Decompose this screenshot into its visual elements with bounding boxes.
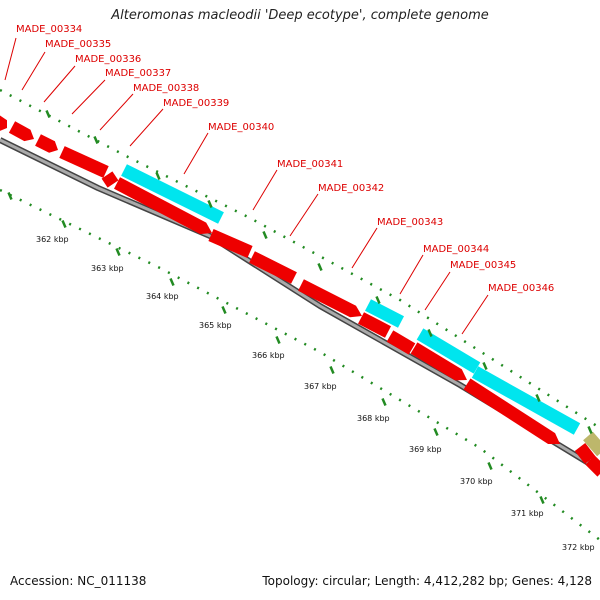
- inner-major-tick: [169, 278, 175, 286]
- gene-leader-line: [183, 132, 209, 175]
- gene-leader-line: [43, 65, 76, 103]
- gene-label[interactable]: MADE_00335: [45, 39, 111, 50]
- feature-cds[interactable]: [101, 171, 119, 188]
- gene-label[interactable]: MADE_00338: [133, 83, 199, 94]
- outer-major-tick: [262, 231, 268, 239]
- inner-tick-track: [0, 188, 600, 541]
- kbp-tick-label: 372 kbp: [562, 543, 595, 552]
- gene-leader-line: [289, 193, 319, 237]
- inner-major-tick: [539, 496, 545, 504]
- genome-backbone-highlight: [0, 138, 600, 472]
- gene-leader-line: [4, 37, 17, 81]
- inner-major-tick: [487, 462, 493, 470]
- kbp-tick-label: 363 kbp: [91, 264, 124, 273]
- gene-leader-line: [129, 108, 164, 147]
- inner-major-tick: [381, 398, 387, 406]
- gene-label[interactable]: MADE_00341: [277, 159, 343, 170]
- gene-label[interactable]: MADE_00344: [423, 244, 489, 255]
- feature-rna[interactable]: [365, 299, 404, 328]
- gene-label[interactable]: MADE_00339: [163, 98, 229, 109]
- feature-cds[interactable]: [114, 177, 212, 235]
- outer-major-tick: [427, 329, 433, 337]
- outer-tick-track: [0, 88, 600, 430]
- gene-label[interactable]: MADE_00340: [208, 122, 274, 133]
- feature-rna[interactable]: [471, 366, 581, 435]
- feature-cds[interactable]: [463, 378, 561, 445]
- outer-major-tick: [93, 136, 99, 144]
- feature-cds[interactable]: [298, 279, 362, 318]
- gene-label[interactable]: MADE_00336: [75, 54, 141, 65]
- feature-cds[interactable]: [8, 121, 34, 142]
- feature-cds[interactable]: [59, 146, 109, 178]
- map-title: Alteromonas macleodii 'Deep ecotype', co…: [111, 8, 489, 23]
- kbp-tick-label: 366 kbp: [252, 351, 285, 360]
- inner-major-tick: [7, 192, 13, 200]
- kbp-tick-label: 368 kbp: [357, 414, 390, 423]
- inner-major-tick: [433, 428, 439, 436]
- gene-label[interactable]: MADE_00334: [16, 24, 82, 35]
- kbp-tick-label: 365 kbp: [199, 321, 232, 330]
- kbp-tick-label: 369 kbp: [409, 445, 442, 454]
- feature-cds[interactable]: [208, 229, 253, 258]
- genome-backbone: [0, 137, 600, 473]
- outer-major-tick: [587, 426, 593, 434]
- gene-leader-line: [424, 271, 451, 311]
- feature-cds[interactable]: [35, 134, 58, 153]
- kbp-tick-label: 364 kbp: [146, 292, 179, 301]
- inner-major-tick: [329, 366, 335, 374]
- feature-cds[interactable]: [585, 455, 600, 477]
- outer-major-tick: [482, 362, 488, 370]
- feature-cds[interactable]: [386, 330, 416, 355]
- gene-leader-line: [461, 294, 489, 335]
- feature-rna[interactable]: [416, 328, 481, 374]
- outer-major-tick: [317, 263, 323, 271]
- feature-rna[interactable]: [121, 164, 224, 224]
- gene-leader-line: [252, 169, 278, 211]
- outer-major-tick: [535, 394, 541, 402]
- inner-major-tick: [61, 220, 67, 228]
- gene-label[interactable]: MADE_00345: [450, 260, 516, 271]
- inner-major-tick: [221, 306, 227, 314]
- kbp-tick-label: 367 kbp: [304, 382, 337, 391]
- feature-cds[interactable]: [574, 443, 596, 464]
- feature-cds[interactable]: [410, 342, 467, 381]
- inner-major-tick: [115, 248, 121, 256]
- gene-label[interactable]: MADE_00342: [318, 183, 384, 194]
- gene-label[interactable]: MADE_00343: [377, 217, 443, 228]
- gene-label[interactable]: MADE_00346: [488, 283, 554, 294]
- kbp-tick-label: 370 kbp: [460, 477, 493, 486]
- gene-leader-line: [21, 51, 46, 91]
- gene-leader-line: [399, 254, 424, 295]
- outer-major-tick: [45, 110, 51, 118]
- outer-major-tick: [155, 172, 161, 180]
- feature-cds[interactable]: [0, 115, 7, 131]
- feature-cds[interactable]: [358, 312, 391, 338]
- feature-cds[interactable]: [249, 251, 297, 284]
- inner-major-tick: [275, 336, 281, 344]
- outer-major-tick: [207, 200, 213, 208]
- gene-leader-line: [351, 227, 378, 269]
- gene-leader-line: [99, 93, 134, 131]
- gene-leader-line: [71, 79, 106, 115]
- accession-text: Accession: NC_011138: [10, 574, 147, 588]
- gene-label[interactable]: MADE_00337: [105, 68, 171, 79]
- kbp-tick-label: 362 kbp: [36, 235, 69, 244]
- kbp-tick-label: 371 kbp: [511, 509, 544, 518]
- outer-major-tick: [375, 296, 381, 304]
- feature-other[interactable]: [583, 431, 600, 457]
- genome-info-text: Topology: circular; Length: 4,412,282 bp…: [262, 574, 592, 588]
